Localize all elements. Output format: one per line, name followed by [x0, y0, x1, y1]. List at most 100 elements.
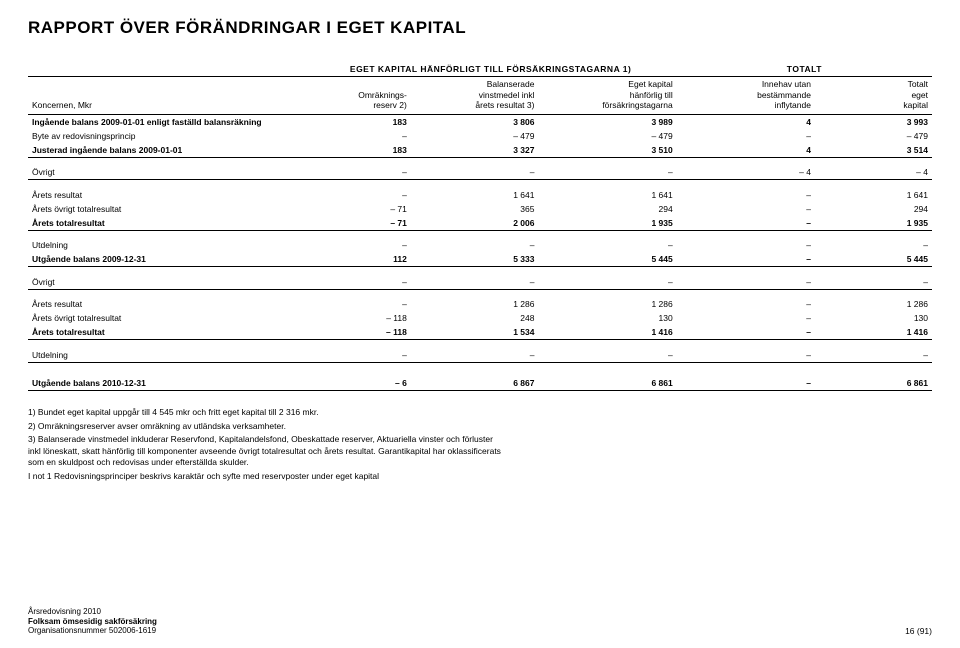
row-label: Årets totalresultat [28, 216, 305, 231]
row-value: – 4 [815, 165, 932, 180]
table-row: Årets övrigt totalresultat– 118248130–13… [28, 311, 932, 325]
row-value: 112 [305, 252, 411, 267]
row-value: – [538, 165, 676, 180]
row-value: 3 806 [411, 114, 539, 129]
row-value: – [305, 348, 411, 363]
row-value: – [305, 297, 411, 311]
row-value: – [677, 376, 815, 391]
row-value: 5 445 [538, 252, 676, 267]
row-value: – [305, 129, 411, 143]
row-value: – [538, 238, 676, 252]
row-value: 130 [815, 311, 932, 325]
footer-year: Årsredovisning 2010 [28, 607, 157, 617]
page-number: 16 (91) [905, 626, 932, 636]
row-value: – [411, 348, 539, 363]
row-value: 1 935 [815, 216, 932, 231]
page-footer: Årsredovisning 2010 Folksam ömsesidig sa… [28, 607, 157, 636]
footer-org: Organisationsnummer 502006-1619 [28, 626, 157, 636]
row-value: 3 989 [538, 114, 676, 129]
row-label: Årets resultat [28, 188, 305, 202]
group-header-row: EGET KAPITAL HÄNFÖRLIGT TILL FÖRSÄKRINGS… [28, 62, 932, 77]
footnote-1: 1) Bundet eget kapital uppgår till 4 545… [28, 407, 508, 418]
row-value: 1 534 [411, 325, 539, 340]
footer-company: Folksam ömsesidig sakförsäkring [28, 617, 157, 627]
group-header-empty [28, 62, 305, 77]
row-value: – [677, 129, 815, 143]
row-value: 5 445 [815, 252, 932, 267]
row-value: – [677, 188, 815, 202]
row-value: – [677, 238, 815, 252]
row-value: 183 [305, 114, 411, 129]
row-value: – [815, 275, 932, 290]
row-value: – [538, 348, 676, 363]
row-label: Byte av redovisningsprincip [28, 129, 305, 143]
table-row: Utdelning––––– [28, 238, 932, 252]
table-row: Ingående balans 2009-01-01 enligt fastäl… [28, 114, 932, 129]
row-label: Övrigt [28, 275, 305, 290]
row-value: – [677, 275, 815, 290]
row-value: 183 [305, 143, 411, 158]
row-value: – 118 [305, 325, 411, 340]
row-value: – [305, 275, 411, 290]
row-value: – [677, 202, 815, 216]
row-label: Övrigt [28, 165, 305, 180]
row-label: Årets totalresultat [28, 325, 305, 340]
row-value: 365 [411, 202, 539, 216]
table-row: Årets resultat–1 2861 286–1 286 [28, 297, 932, 311]
row-label: Utgående balans 2009-12-31 [28, 252, 305, 267]
col-omrakning: Omräknings-reserv 2) [305, 77, 411, 115]
row-value: 3 993 [815, 114, 932, 129]
row-label: Årets resultat [28, 297, 305, 311]
row-value: – [411, 238, 539, 252]
row-value: – 118 [305, 311, 411, 325]
row-value: 294 [815, 202, 932, 216]
row-value: 4 [677, 143, 815, 158]
row-value: 1 286 [538, 297, 676, 311]
row-value: – [677, 325, 815, 340]
row-value: 130 [538, 311, 676, 325]
row-value: 3 327 [411, 143, 539, 158]
footnote-4: I not 1 Redovisningsprinciper beskrivs k… [28, 471, 508, 482]
row-value: – [538, 275, 676, 290]
row-value: 1 416 [815, 325, 932, 340]
table-row: Årets totalresultat– 712 0061 935–1 935 [28, 216, 932, 231]
col-balanserade: Balanseradevinstmedel inklårets resultat… [411, 77, 539, 115]
row-value: 1 286 [411, 297, 539, 311]
row-value: – [411, 275, 539, 290]
row-value: – [305, 165, 411, 180]
col-totalt: Totaltegetkapital [815, 77, 932, 115]
table-row: Årets resultat–1 6411 641–1 641 [28, 188, 932, 202]
row-value: – 71 [305, 202, 411, 216]
row-value: – [411, 165, 539, 180]
row-value: – 479 [411, 129, 539, 143]
row-label: Utgående balans 2010-12-31 [28, 376, 305, 391]
col-innehav: Innehav utanbestämmandeinflytande [677, 77, 815, 115]
group-header-mid: EGET KAPITAL HÄNFÖRLIGT TILL FÖRSÄKRINGS… [305, 62, 677, 77]
table-row: Justerad ingående balans 2009-01-011833 … [28, 143, 932, 158]
table-row: Byte av redovisningsprincip–– 479– 479––… [28, 129, 932, 143]
row-value: 294 [538, 202, 676, 216]
equity-table: EGET KAPITAL HÄNFÖRLIGT TILL FÖRSÄKRINGS… [28, 62, 932, 391]
group-header-right: TOTALT [677, 62, 932, 77]
row-value: 2 006 [411, 216, 539, 231]
row-value: 1 286 [815, 297, 932, 311]
footnote-2: 2) Omräkningsreserver avser omräkning av… [28, 421, 508, 432]
row-label: Utdelning [28, 238, 305, 252]
row-value: – 71 [305, 216, 411, 231]
table-row: Årets övrigt totalresultat– 71365294–294 [28, 202, 932, 216]
col-eget-kapital: Eget kapitalhänförlig tillförsäkringstag… [538, 77, 676, 115]
row-value: 3 510 [538, 143, 676, 158]
row-value: – [677, 252, 815, 267]
row-value: 6 861 [538, 376, 676, 391]
page-title: RAPPORT ÖVER FÖRÄNDRINGAR I EGET KAPITAL [28, 18, 932, 38]
row-value: – [677, 297, 815, 311]
row-value: 1 935 [538, 216, 676, 231]
table-row: Övrigt–––– 4– 4 [28, 165, 932, 180]
footnotes: 1) Bundet eget kapital uppgår till 4 545… [28, 407, 508, 482]
row-label: Årets övrigt totalresultat [28, 311, 305, 325]
row-label: Utdelning [28, 348, 305, 363]
row-label: Årets övrigt totalresultat [28, 202, 305, 216]
row-value: 5 333 [411, 252, 539, 267]
row-value: 4 [677, 114, 815, 129]
row-value: – 4 [677, 165, 815, 180]
